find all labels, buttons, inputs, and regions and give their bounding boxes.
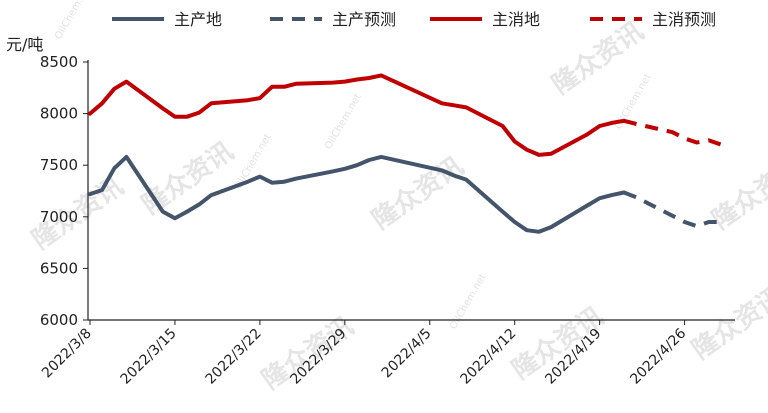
legend-label-0: 主产地 (174, 10, 222, 29)
x-tick-label: 2022/4/26 (627, 325, 689, 387)
legend-label-1: 主产预测 (332, 10, 396, 29)
legend-label-2: 主消地 (492, 10, 540, 29)
y-tick-label: 8000 (40, 105, 78, 123)
watermark-text: 隆众资讯 (687, 281, 768, 365)
x-tick-label: 2022/4/12 (457, 326, 519, 388)
watermark-small-text: OilChem.net (53, 0, 94, 42)
watermark-text: 隆众资讯 (137, 136, 239, 220)
chart-legend: 主产地 主产预测 主消地 主消预测 (112, 10, 716, 29)
y-tick-label: 8500 (40, 53, 78, 71)
x-tick-label: 2022/4/5 (379, 326, 435, 382)
x-tick-label: 2022/3/22 (203, 326, 265, 388)
series-line-2 (88, 73, 626, 157)
series-line-0 (88, 154, 626, 234)
series-line-1 (623, 190, 721, 229)
watermark-small-text: OilChem.net (448, 272, 489, 331)
y-unit-label: 元/吨 (6, 35, 43, 54)
y-tick-label: 7000 (40, 208, 78, 226)
series-layer (88, 73, 722, 234)
chart-axes (83, 60, 735, 325)
y-tick-label: 6500 (40, 259, 78, 277)
x-axis-ticks: 2022/3/8 2022/3/15 2022/3/22 2022/3/29 2022/… (39, 325, 689, 387)
y-axis-ticks: 6000 6500 7000 7500 8000 8500 (40, 53, 78, 329)
y-tick-label: 6000 (40, 311, 78, 329)
x-tick-label: 2022/3/8 (39, 326, 95, 382)
y-tick-label: 7500 (40, 156, 78, 174)
legend-label-3: 主消预测 (652, 10, 716, 29)
x-tick-label: 2022/3/15 (118, 326, 180, 388)
watermark-text: 隆众资讯 (257, 311, 359, 395)
watermark-small-text: OilChem.net (323, 92, 364, 151)
series-line-3 (623, 118, 722, 147)
